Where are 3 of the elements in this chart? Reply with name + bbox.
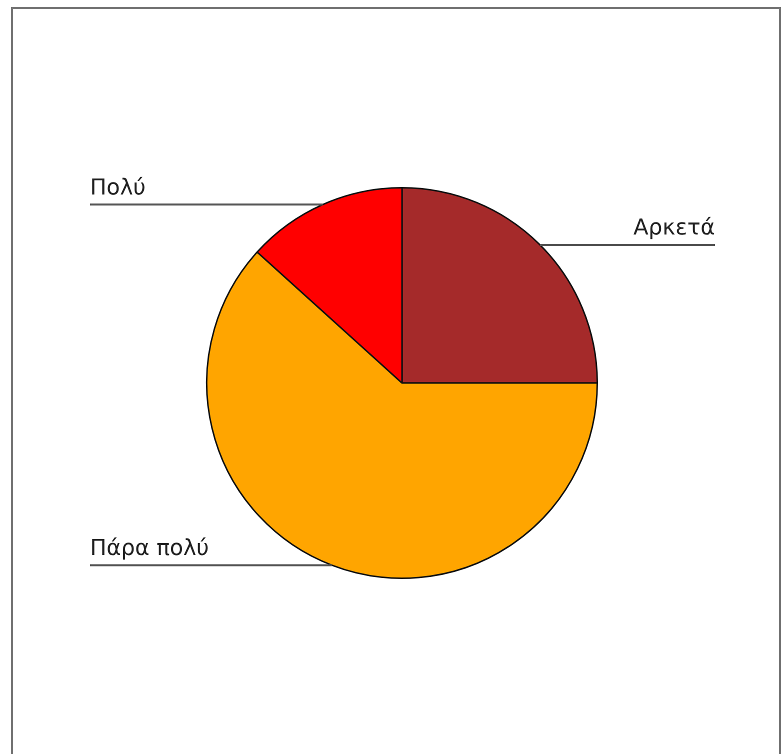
slice-label: Αρκετά <box>633 216 715 241</box>
slice-label: Πάρα πολύ <box>90 536 209 561</box>
slice-label: Πολύ <box>90 175 146 200</box>
